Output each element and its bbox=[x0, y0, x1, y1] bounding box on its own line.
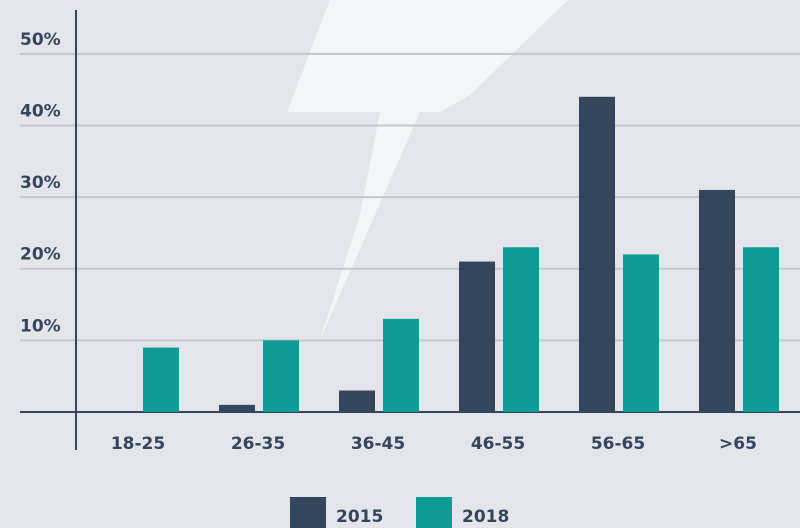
x-tick-label: 56-65 bbox=[591, 434, 645, 454]
legend-label: 2018 bbox=[462, 507, 509, 527]
chart: 10% 20% 30% 40% 50% 18-25 26-35 36-45 46-55 56-65… bbox=[0, 0, 800, 528]
bar bbox=[339, 391, 375, 412]
bar bbox=[459, 262, 495, 412]
bar bbox=[143, 348, 179, 412]
bar bbox=[699, 190, 735, 412]
legend-label: 2015 bbox=[336, 507, 383, 527]
y-tick-label: 40% bbox=[20, 101, 61, 121]
x-tick-label: 18-25 bbox=[111, 434, 165, 454]
x-tick-label: 36-45 bbox=[351, 434, 405, 454]
bar bbox=[219, 405, 255, 412]
x-tick-label: >65 bbox=[719, 434, 757, 454]
y-tick-label: 20% bbox=[20, 245, 61, 265]
bar bbox=[623, 254, 659, 412]
bar bbox=[503, 247, 539, 412]
y-tick-label: 10% bbox=[20, 316, 61, 336]
x-tick-label: 26-35 bbox=[231, 434, 285, 454]
bar bbox=[263, 340, 299, 412]
x-tick-label: 46-55 bbox=[471, 434, 525, 454]
y-tick-label: 30% bbox=[20, 173, 61, 193]
y-tick-label: 50% bbox=[20, 30, 61, 50]
bar bbox=[383, 319, 419, 412]
legend-swatch bbox=[290, 497, 326, 528]
bar bbox=[743, 247, 779, 412]
legend-swatch bbox=[416, 497, 452, 528]
bar bbox=[579, 97, 615, 412]
